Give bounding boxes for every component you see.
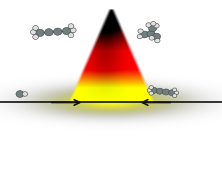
Circle shape [62,27,71,35]
Circle shape [30,30,36,35]
Circle shape [153,33,161,40]
Circle shape [138,29,143,33]
Circle shape [156,88,163,94]
Circle shape [149,25,157,32]
Circle shape [146,23,151,27]
Circle shape [70,28,76,33]
Circle shape [36,29,44,36]
Circle shape [168,90,176,96]
Circle shape [33,26,38,30]
Circle shape [150,87,157,93]
Circle shape [149,36,155,40]
Circle shape [45,29,53,36]
Circle shape [163,89,170,95]
Circle shape [172,94,177,98]
Circle shape [172,88,177,92]
Circle shape [154,24,159,28]
Circle shape [137,34,143,39]
Circle shape [149,86,153,89]
Circle shape [147,30,155,37]
Circle shape [54,28,62,35]
Circle shape [16,91,24,97]
Circle shape [141,31,149,38]
Circle shape [147,89,152,92]
Circle shape [155,38,160,43]
Circle shape [22,92,28,96]
Circle shape [68,33,74,38]
Circle shape [149,91,153,95]
Circle shape [33,35,38,39]
Circle shape [174,91,179,95]
Circle shape [68,24,74,29]
Circle shape [151,21,156,26]
